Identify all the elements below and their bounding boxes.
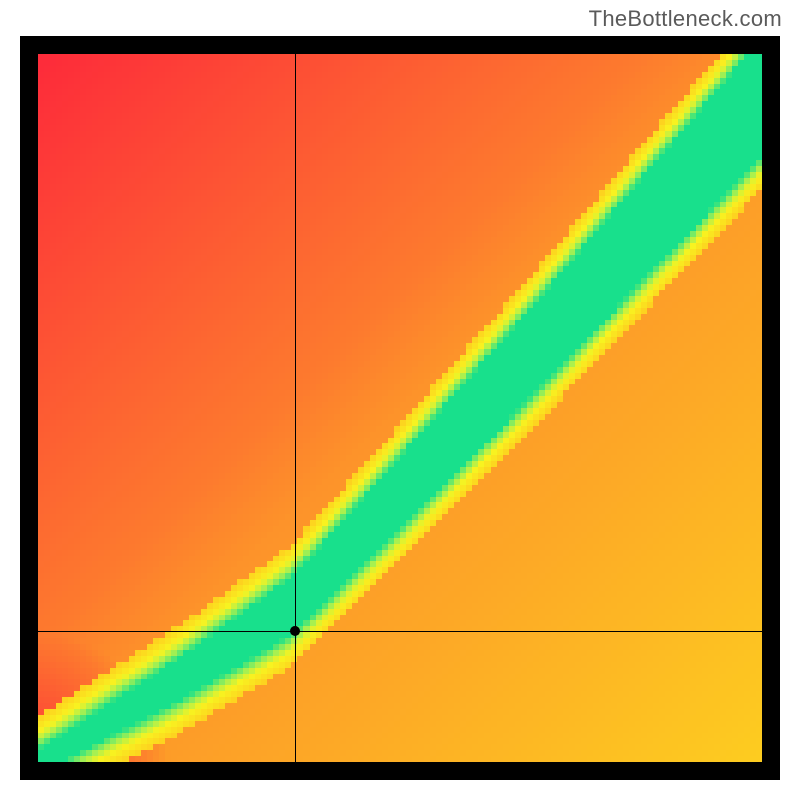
heatmap-canvas bbox=[20, 36, 780, 780]
root: TheBottleneck.com bbox=[0, 0, 800, 800]
watermark-text: TheBottleneck.com bbox=[589, 6, 782, 32]
heatmap-plot bbox=[20, 36, 780, 780]
